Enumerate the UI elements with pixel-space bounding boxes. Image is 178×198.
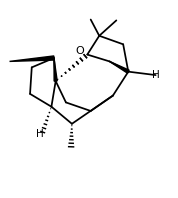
Polygon shape [54, 58, 57, 81]
Text: H: H [152, 70, 159, 80]
Text: O: O [76, 46, 85, 56]
Text: H: H [36, 129, 44, 139]
Polygon shape [109, 61, 129, 73]
Polygon shape [10, 56, 54, 61]
